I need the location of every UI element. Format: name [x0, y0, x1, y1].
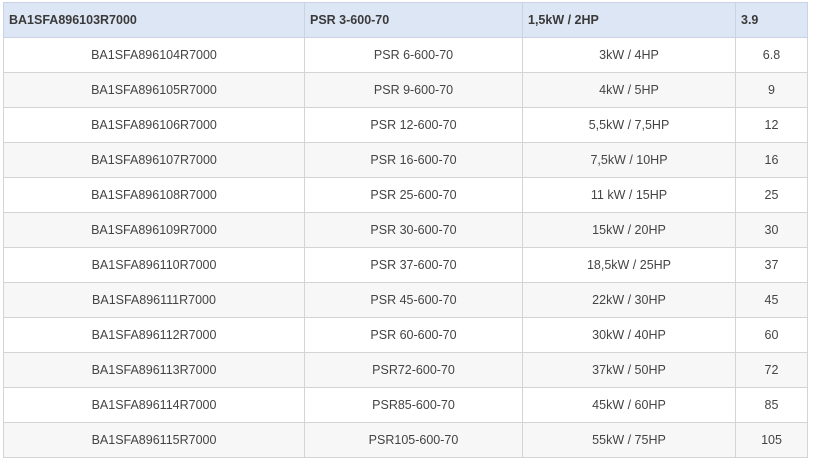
cell-value: 45: [735, 282, 808, 318]
cell-value: 30: [735, 212, 808, 248]
table-header-row: BA1SFA896103R7000 PSR 3-600-70 1,5kW / 2…: [3, 2, 808, 38]
cell-part-number: BA1SFA896111R7000: [3, 282, 305, 318]
cell-power: 4kW / 5HP: [522, 72, 736, 108]
cell-model: PSR105-600-70: [304, 422, 523, 458]
cell-power: 15kW / 20HP: [522, 212, 736, 248]
cell-model: PSR 45-600-70: [304, 282, 523, 318]
cell-part-number: BA1SFA896113R7000: [3, 352, 305, 388]
table-row: BA1SFA896106R7000 PSR 12-600-70 5,5kW / 7,…: [3, 107, 808, 143]
cell-power: 37kW / 50HP: [522, 352, 736, 388]
cell-model: PSR 37-600-70: [304, 247, 523, 283]
cell-part-number: BA1SFA896104R7000: [3, 37, 305, 73]
cell-model: PSR72-600-70: [304, 352, 523, 388]
table-row: BA1SFA896104R7000 PSR 6-600-70 3kW / 4HP 6.…: [3, 37, 808, 73]
cell-part-number: BA1SFA896110R7000: [3, 247, 305, 283]
cell-value: 6.8: [735, 37, 808, 73]
cell-power: 55kW / 75HP: [522, 422, 736, 458]
cell-power: 5,5kW / 7,5HP: [522, 107, 736, 143]
cell-part-number: BA1SFA896112R7000: [3, 317, 305, 353]
cell-value: 37: [735, 247, 808, 283]
table-row: BA1SFA896107R7000 PSR 16-600-70 7,5kW / 10…: [3, 142, 808, 178]
table-row: BA1SFA896110R7000 PSR 37-600-70 18,5kW / 2…: [3, 247, 808, 283]
table-row: BA1SFA896109R7000 PSR 30-600-70 15kW / 20H…: [3, 212, 808, 248]
cell-value: 12: [735, 107, 808, 143]
cell-value: 60: [735, 317, 808, 353]
cell-value: 105: [735, 422, 808, 458]
cell-model: PSR85-600-70: [304, 387, 523, 423]
header-part-number: BA1SFA896103R7000: [3, 2, 305, 38]
cell-value: 16: [735, 142, 808, 178]
cell-power: 11 kW / 15HP: [522, 177, 736, 213]
table-row: BA1SFA896108R7000 PSR 25-600-70 11 kW / 15…: [3, 177, 808, 213]
cell-part-number: BA1SFA896114R7000: [3, 387, 305, 423]
cell-power: 22kW / 30HP: [522, 282, 736, 318]
table-row: BA1SFA896112R7000 PSR 60-600-70 30kW / 40H…: [3, 317, 808, 353]
cell-part-number: BA1SFA896108R7000: [3, 177, 305, 213]
header-value: 3.9: [735, 2, 808, 38]
cell-part-number: BA1SFA896105R7000: [3, 72, 305, 108]
product-table-container: BA1SFA896103R7000 PSR 3-600-70 1,5kW / 2…: [3, 2, 808, 458]
table-row: BA1SFA896111R7000 PSR 45-600-70 22kW / 30H…: [3, 282, 808, 318]
cell-part-number: BA1SFA896109R7000: [3, 212, 305, 248]
cell-power: 30kW / 40HP: [522, 317, 736, 353]
table-row: BA1SFA896105R7000 PSR 9-600-70 4kW / 5HP 9: [3, 72, 808, 108]
cell-power: 18,5kW / 25HP: [522, 247, 736, 283]
cell-model: PSR 12-600-70: [304, 107, 523, 143]
header-model: PSR 3-600-70: [304, 2, 523, 38]
cell-power: 7,5kW / 10HP: [522, 142, 736, 178]
cell-part-number: BA1SFA896115R7000: [3, 422, 305, 458]
cell-model: PSR 16-600-70: [304, 142, 523, 178]
cell-part-number: BA1SFA896107R7000: [3, 142, 305, 178]
header-power: 1,5kW / 2HP: [522, 2, 736, 38]
cell-value: 72: [735, 352, 808, 388]
cell-model: PSR 25-600-70: [304, 177, 523, 213]
table-body: BA1SFA896103R7000 PSR 3-600-70 1,5kW / 2…: [3, 2, 808, 458]
cell-model: PSR 6-600-70: [304, 37, 523, 73]
table-row: BA1SFA896114R7000 PSR85-600-70 45kW / 60HP…: [3, 387, 808, 423]
product-table: BA1SFA896103R7000 PSR 3-600-70 1,5kW / 2…: [3, 2, 808, 458]
cell-power: 45kW / 60HP: [522, 387, 736, 423]
cell-model: PSR 30-600-70: [304, 212, 523, 248]
cell-value: 85: [735, 387, 808, 423]
cell-value: 25: [735, 177, 808, 213]
cell-part-number: BA1SFA896106R7000: [3, 107, 305, 143]
cell-model: PSR 60-600-70: [304, 317, 523, 353]
cell-value: 9: [735, 72, 808, 108]
cell-model: PSR 9-600-70: [304, 72, 523, 108]
table-row: BA1SFA896115R7000 PSR105-600-70 55kW / 75H…: [3, 422, 808, 458]
cell-power: 3kW / 4HP: [522, 37, 736, 73]
table-row: BA1SFA896113R7000 PSR72-600-70 37kW / 50HP…: [3, 352, 808, 388]
